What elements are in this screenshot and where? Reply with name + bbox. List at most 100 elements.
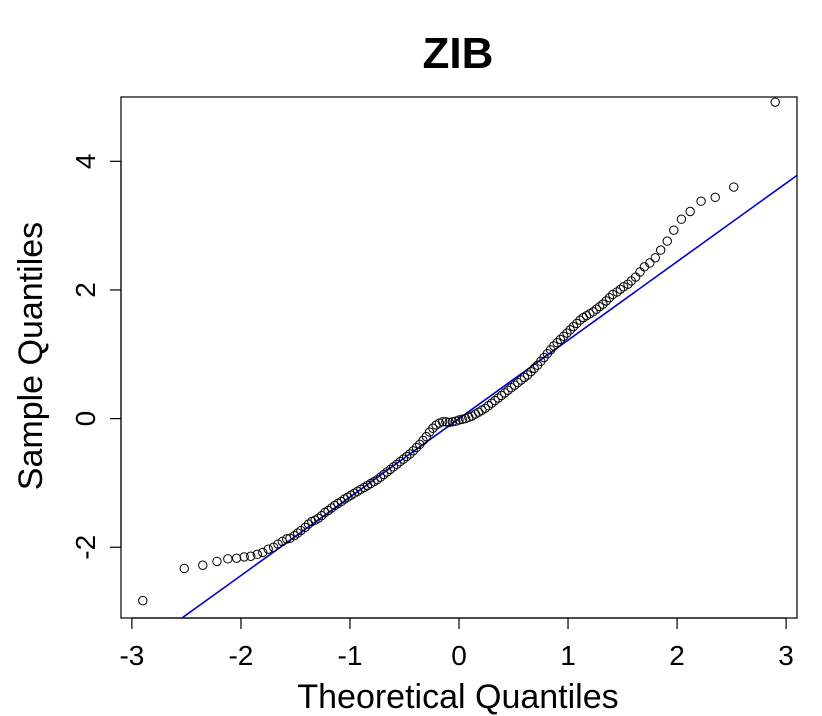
data-point — [336, 496, 346, 507]
data-point — [516, 375, 526, 385]
data-point — [441, 417, 451, 427]
data-point — [696, 196, 706, 206]
data-point — [549, 341, 559, 351]
data-point — [428, 423, 438, 433]
data-point — [289, 530, 300, 541]
data-point — [138, 595, 148, 606]
data-point — [601, 296, 611, 306]
data-point — [223, 554, 233, 564]
data-point — [568, 321, 579, 332]
data-point — [710, 192, 720, 203]
data-point — [575, 315, 585, 325]
points-group — [138, 97, 780, 606]
data-point — [558, 331, 569, 341]
data-point — [372, 475, 382, 485]
data-point — [729, 182, 739, 192]
data-point — [375, 472, 386, 482]
data-point — [565, 325, 575, 335]
data-point — [604, 292, 615, 303]
y-tick-label: 2 — [70, 282, 101, 298]
x-tick-label: -2 — [228, 640, 253, 671]
data-point — [239, 552, 249, 562]
x-tick-label: -3 — [119, 640, 144, 671]
x-tick-label: 2 — [669, 640, 685, 671]
data-point — [480, 403, 490, 414]
data-point — [513, 377, 523, 388]
data-point — [395, 457, 405, 467]
data-point — [323, 505, 333, 516]
y-tick-label: 4 — [70, 154, 101, 170]
data-point — [572, 318, 582, 329]
data-point — [282, 534, 292, 544]
data-point — [398, 454, 409, 464]
data-point — [392, 459, 402, 469]
data-point — [676, 214, 687, 224]
data-point — [594, 301, 605, 312]
x-tick-label: -1 — [338, 640, 363, 671]
data-point — [382, 467, 392, 477]
data-point — [483, 401, 494, 411]
data-point — [316, 511, 327, 521]
y-axis-label: Sample Quantiles — [12, 222, 50, 490]
data-point — [379, 469, 389, 480]
y-tick-label: -2 — [70, 535, 101, 560]
data-point — [326, 503, 337, 513]
data-point — [645, 258, 655, 268]
data-point — [493, 393, 503, 403]
data-point — [529, 363, 539, 374]
data-point — [623, 279, 633, 289]
data-point — [615, 284, 626, 295]
x-tick-label: 3 — [778, 640, 794, 671]
data-point — [598, 299, 608, 309]
data-point — [490, 395, 500, 406]
data-point — [246, 551, 256, 561]
data-point — [388, 462, 399, 472]
data-point — [437, 417, 448, 427]
data-point — [526, 366, 536, 377]
data-point — [408, 446, 418, 456]
data-point — [669, 225, 679, 235]
data-point — [685, 206, 695, 217]
y-axis: -2 0 2 4 — [70, 154, 122, 560]
data-point — [519, 372, 530, 383]
data-point — [650, 253, 660, 263]
data-point — [457, 414, 467, 424]
y-tick-label: 0 — [70, 411, 101, 427]
plot-frame — [120, 96, 798, 619]
x-tick-label: 0 — [451, 640, 467, 671]
data-point — [552, 338, 562, 348]
chart-title: ZIB — [423, 29, 494, 78]
x-tick-label: 1 — [560, 640, 576, 671]
data-point — [635, 267, 645, 277]
data-point — [313, 513, 324, 524]
data-point — [405, 449, 415, 459]
data-point — [503, 385, 513, 396]
data-point — [500, 388, 510, 398]
data-point — [588, 307, 598, 317]
data-point — [300, 522, 310, 533]
data-point — [612, 287, 622, 297]
data-point — [401, 451, 412, 462]
data-point — [447, 417, 458, 427]
data-point — [179, 563, 189, 574]
data-point — [487, 398, 497, 408]
data-point — [263, 544, 273, 554]
data-point — [591, 304, 602, 314]
data-point — [562, 328, 572, 338]
data-point — [656, 245, 666, 255]
data-point — [292, 528, 303, 538]
data-point — [258, 547, 268, 558]
data-point — [444, 417, 454, 428]
data-point — [522, 370, 533, 380]
data-point — [212, 556, 222, 567]
data-point — [385, 464, 396, 475]
data-point — [231, 553, 242, 563]
data-point — [555, 334, 566, 345]
data-point — [506, 383, 517, 393]
data-point — [770, 97, 780, 107]
data-point — [411, 442, 422, 453]
data-point — [198, 560, 208, 570]
x-axis-label: Theoretical Quantiles — [297, 678, 618, 716]
data-point — [252, 549, 262, 560]
